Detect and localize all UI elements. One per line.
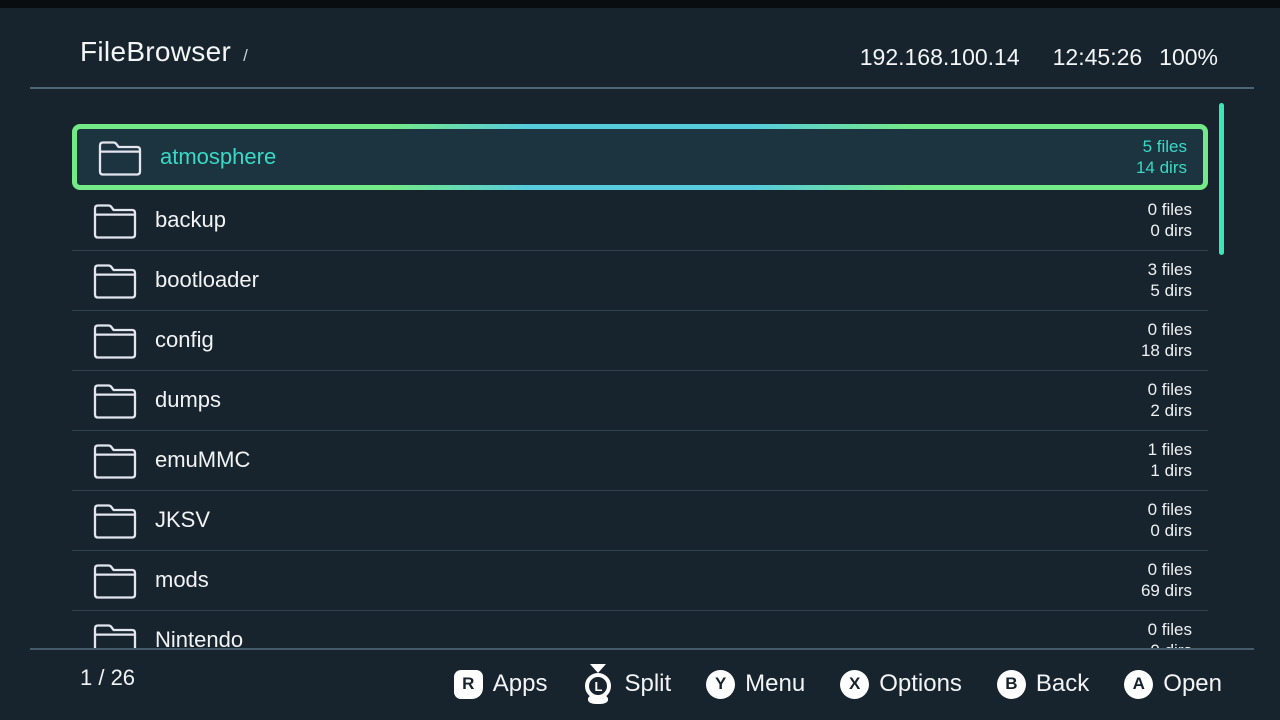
file-count: 0 files	[1147, 500, 1192, 519]
folder-row[interactable]: emuMMC 1 files 1 dirs	[72, 430, 1208, 490]
folder-row[interactable]: atmosphere 5 files 14 dirs	[77, 129, 1203, 185]
dir-count: 1 dirs	[1150, 461, 1192, 480]
x-button-icon: X	[840, 669, 870, 699]
folder-name: JKSV	[155, 507, 211, 532]
action-label: Open	[1163, 670, 1222, 697]
action-label: Options	[879, 670, 962, 697]
file-count: 0 files	[1147, 380, 1192, 399]
folder-icon	[93, 444, 137, 479]
action-menu[interactable]: Y Menu	[706, 669, 806, 699]
folder-icon	[98, 141, 142, 176]
battery-level: 100%	[1159, 44, 1218, 70]
file-count: 0 files	[1147, 320, 1192, 339]
footer-action-bar: R Apps L Split Y Menu X Options B Back A Open	[453, 658, 1222, 710]
folder-icon	[93, 504, 137, 539]
header-divider	[30, 87, 1254, 89]
folder-row[interactable]: Nintendo 0 files 0 dirs	[72, 610, 1208, 648]
folder-row[interactable]: JKSV 0 files 0 dirs	[72, 490, 1208, 550]
folder-name: mods	[155, 567, 209, 592]
action-options[interactable]: X Options	[840, 669, 962, 699]
action-open[interactable]: A Open	[1124, 669, 1222, 699]
header: FileBrowser /	[80, 36, 248, 68]
folder-name: bootloader	[155, 267, 259, 292]
dir-count: 18 dirs	[1140, 341, 1192, 360]
y-button-icon: Y	[706, 669, 736, 699]
file-count: 0 files	[1147, 200, 1192, 219]
left-stick-press-icon: L	[582, 664, 614, 704]
dir-count: 0 dirs	[1150, 521, 1192, 540]
folder-icon	[93, 324, 137, 359]
action-label: Back	[1035, 670, 1090, 697]
file-count: 0 files	[1147, 620, 1192, 639]
folder-row[interactable]: dumps 0 files 2 dirs	[72, 370, 1208, 430]
dir-count: 5 dirs	[1150, 281, 1192, 300]
action-apps[interactable]: R Apps	[453, 669, 548, 699]
folder-name: Nintendo	[155, 627, 244, 648]
scrollbar[interactable]	[1219, 103, 1224, 255]
list-position-counter: 1 / 26	[80, 665, 136, 690]
folder-icon	[93, 264, 137, 299]
selected-row-highlight: atmosphere 5 files 14 dirs	[72, 124, 1208, 190]
breadcrumb-path: /	[243, 46, 248, 65]
file-list: atmosphere 5 files 14 dirs backup 0 file…	[72, 124, 1208, 648]
a-button-icon: A	[1124, 669, 1154, 699]
folder-name: dumps	[155, 387, 222, 412]
file-count: 3 files	[1147, 260, 1192, 279]
footer-divider	[30, 648, 1254, 650]
dir-count: 2 dirs	[1150, 401, 1192, 420]
folder-icon	[93, 204, 137, 239]
folder-name: config	[155, 327, 214, 352]
action-label: Apps	[492, 670, 548, 697]
folder-icon	[93, 384, 137, 419]
clock: 12:45:26	[1052, 44, 1143, 70]
action-split[interactable]: L Split	[582, 664, 671, 704]
folder-icon	[93, 564, 137, 599]
dir-count: 0 dirs	[1150, 641, 1192, 648]
status-bar: 192.168.100.14 12:45:26 100%	[860, 44, 1218, 71]
folder-row[interactable]: bootloader 3 files 5 dirs	[72, 250, 1208, 310]
action-label: Split	[624, 670, 672, 697]
folder-name: atmosphere	[160, 144, 277, 169]
folder-name: backup	[155, 207, 226, 232]
b-button-icon: B	[996, 669, 1026, 699]
folder-row[interactable]: mods 0 files 69 dirs	[72, 550, 1208, 610]
folder-icon	[93, 624, 137, 648]
file-count: 0 files	[1147, 560, 1192, 579]
file-count: 5 files	[1142, 137, 1187, 156]
page-title: FileBrowser	[80, 36, 232, 67]
dir-count: 0 dirs	[1150, 221, 1192, 240]
action-back[interactable]: B Back	[996, 669, 1090, 699]
folder-name: emuMMC	[155, 447, 251, 472]
dir-count: 69 dirs	[1140, 581, 1192, 600]
r-shoulder-button-icon: R	[453, 669, 483, 699]
dir-count: 14 dirs	[1135, 158, 1187, 177]
action-label: Menu	[745, 670, 806, 697]
folder-row[interactable]: config 0 files 18 dirs	[72, 310, 1208, 370]
top-letterbox-strip	[0, 0, 1280, 8]
file-count: 1 files	[1147, 440, 1192, 459]
ip-address: 192.168.100.14	[859, 44, 1020, 70]
folder-row[interactable]: backup 0 files 0 dirs	[72, 190, 1208, 250]
